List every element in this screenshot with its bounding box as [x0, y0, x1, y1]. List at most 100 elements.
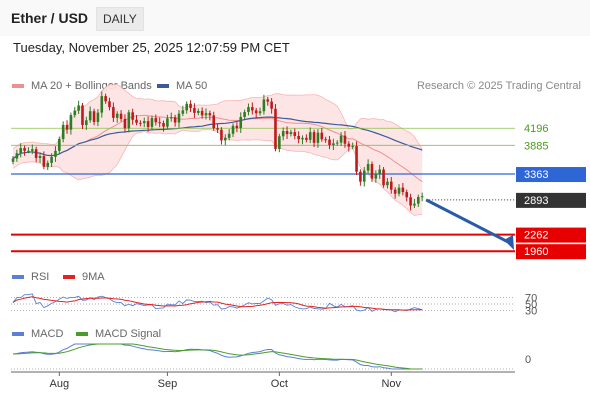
candle-body: [312, 132, 316, 143]
candle-body: [123, 118, 127, 129]
macd-zero-label: 0: [525, 354, 531, 366]
level-label-resistance-0: 4196: [524, 123, 548, 135]
header-bar: Ether / USD DAILY: [0, 0, 590, 36]
candle-body: [274, 108, 277, 149]
candle-body: [389, 181, 393, 190]
level-label-pivot-2: 3363: [524, 169, 548, 181]
candle-body: [73, 110, 77, 116]
candle-body: [77, 105, 80, 111]
candle-body: [254, 110, 258, 114]
candle-body: [212, 115, 216, 129]
candle-body: [166, 118, 169, 127]
candle-body: [227, 133, 231, 138]
candle-body: [42, 156, 46, 167]
timestamp: Tuesday, November 25, 2025 12:07:59 PM C…: [13, 40, 290, 55]
forecast-arrow-head: [504, 235, 514, 250]
candle-body: [378, 169, 381, 174]
candle-body: [362, 170, 366, 182]
level-tag-support-4: [516, 227, 586, 243]
candle-body: [96, 112, 100, 122]
candle-body: [366, 164, 370, 171]
candle-body: [92, 111, 96, 122]
candle-body: [332, 143, 335, 146]
candle-body: [339, 135, 343, 143]
candle-body: [413, 203, 416, 206]
candle-body: [409, 197, 412, 206]
candle-body: [347, 143, 351, 147]
candle-body: [119, 113, 123, 119]
ma50-swatch: [157, 84, 169, 88]
candle-body: [305, 137, 308, 140]
candle-body: [173, 117, 177, 123]
candle-body: [54, 150, 57, 157]
level-label-last-3: 2893: [524, 195, 548, 207]
candle-body: [158, 122, 161, 124]
candle-body: [251, 107, 254, 111]
candle-body: [297, 135, 300, 140]
candle-body: [69, 115, 73, 130]
rsi-level-label-70: 70: [525, 293, 537, 305]
candle-body: [359, 171, 362, 182]
candle-body: [50, 156, 53, 163]
period-badge[interactable]: DAILY: [96, 7, 144, 31]
candle-body: [11, 158, 15, 162]
level-label-resistance-1: 3885: [524, 140, 548, 152]
candle-body: [154, 118, 158, 123]
x-tick-label-nov: Nov: [381, 378, 401, 390]
candle-body: [15, 153, 19, 159]
level-tag-pivot-2: [516, 167, 586, 183]
candle-body: [247, 107, 250, 113]
candle-body: [343, 135, 347, 144]
candle-body: [200, 110, 204, 116]
candle-body: [104, 96, 107, 102]
forecast-arrow-shaft: [425, 198, 511, 245]
candle-body: [61, 124, 65, 139]
candle-body: [258, 111, 262, 114]
candle-body: [370, 164, 374, 179]
candle-body: [189, 103, 192, 108]
instrument-title: Ether / USD: [11, 10, 89, 26]
candle-body: [231, 125, 235, 134]
candle-body: [417, 197, 420, 204]
candle-body: [31, 149, 34, 151]
candle-body: [23, 148, 26, 151]
candle-body: [301, 137, 304, 140]
candle-body: [65, 124, 69, 130]
candle-body: [401, 187, 405, 193]
candle-body: [208, 113, 212, 116]
bollinger-band-fill: [13, 84, 423, 216]
candle-body: [150, 118, 154, 127]
candle-body: [146, 121, 150, 127]
candle-body: [243, 112, 246, 117]
candle-body: [131, 112, 134, 120]
candle-body: [27, 150, 30, 152]
candle-body: [308, 132, 312, 140]
candle-body: [85, 120, 88, 125]
legend-macd-signal: MACD Signal: [76, 328, 161, 340]
candle-body: [328, 139, 331, 146]
candle-body: [108, 101, 111, 108]
candle-body: [38, 156, 42, 158]
candle-body: [196, 110, 200, 113]
candle-body: [239, 117, 243, 128]
rsi-ma-swatch: [63, 275, 75, 279]
candle-body: [193, 107, 196, 113]
candle-body: [81, 105, 84, 125]
level-tag-support-5: [516, 244, 586, 260]
legend-rsi-ma: 9MA: [63, 271, 105, 283]
candle-body: [266, 99, 270, 102]
candle-body: [34, 149, 38, 158]
x-tick-label-oct: Oct: [271, 378, 288, 390]
x-tick-label-aug: Aug: [50, 378, 70, 390]
legend-rsi-ma-label: 9MA: [82, 271, 105, 283]
level-tag-last-3: [516, 192, 586, 208]
candle-body: [293, 132, 297, 136]
candle-body: [351, 146, 354, 148]
candle-body: [262, 99, 266, 112]
candle-body: [115, 113, 119, 118]
candle-body: [127, 112, 131, 129]
candle-body: [185, 103, 188, 111]
candle-body: [224, 137, 227, 141]
candle-body: [324, 139, 327, 141]
